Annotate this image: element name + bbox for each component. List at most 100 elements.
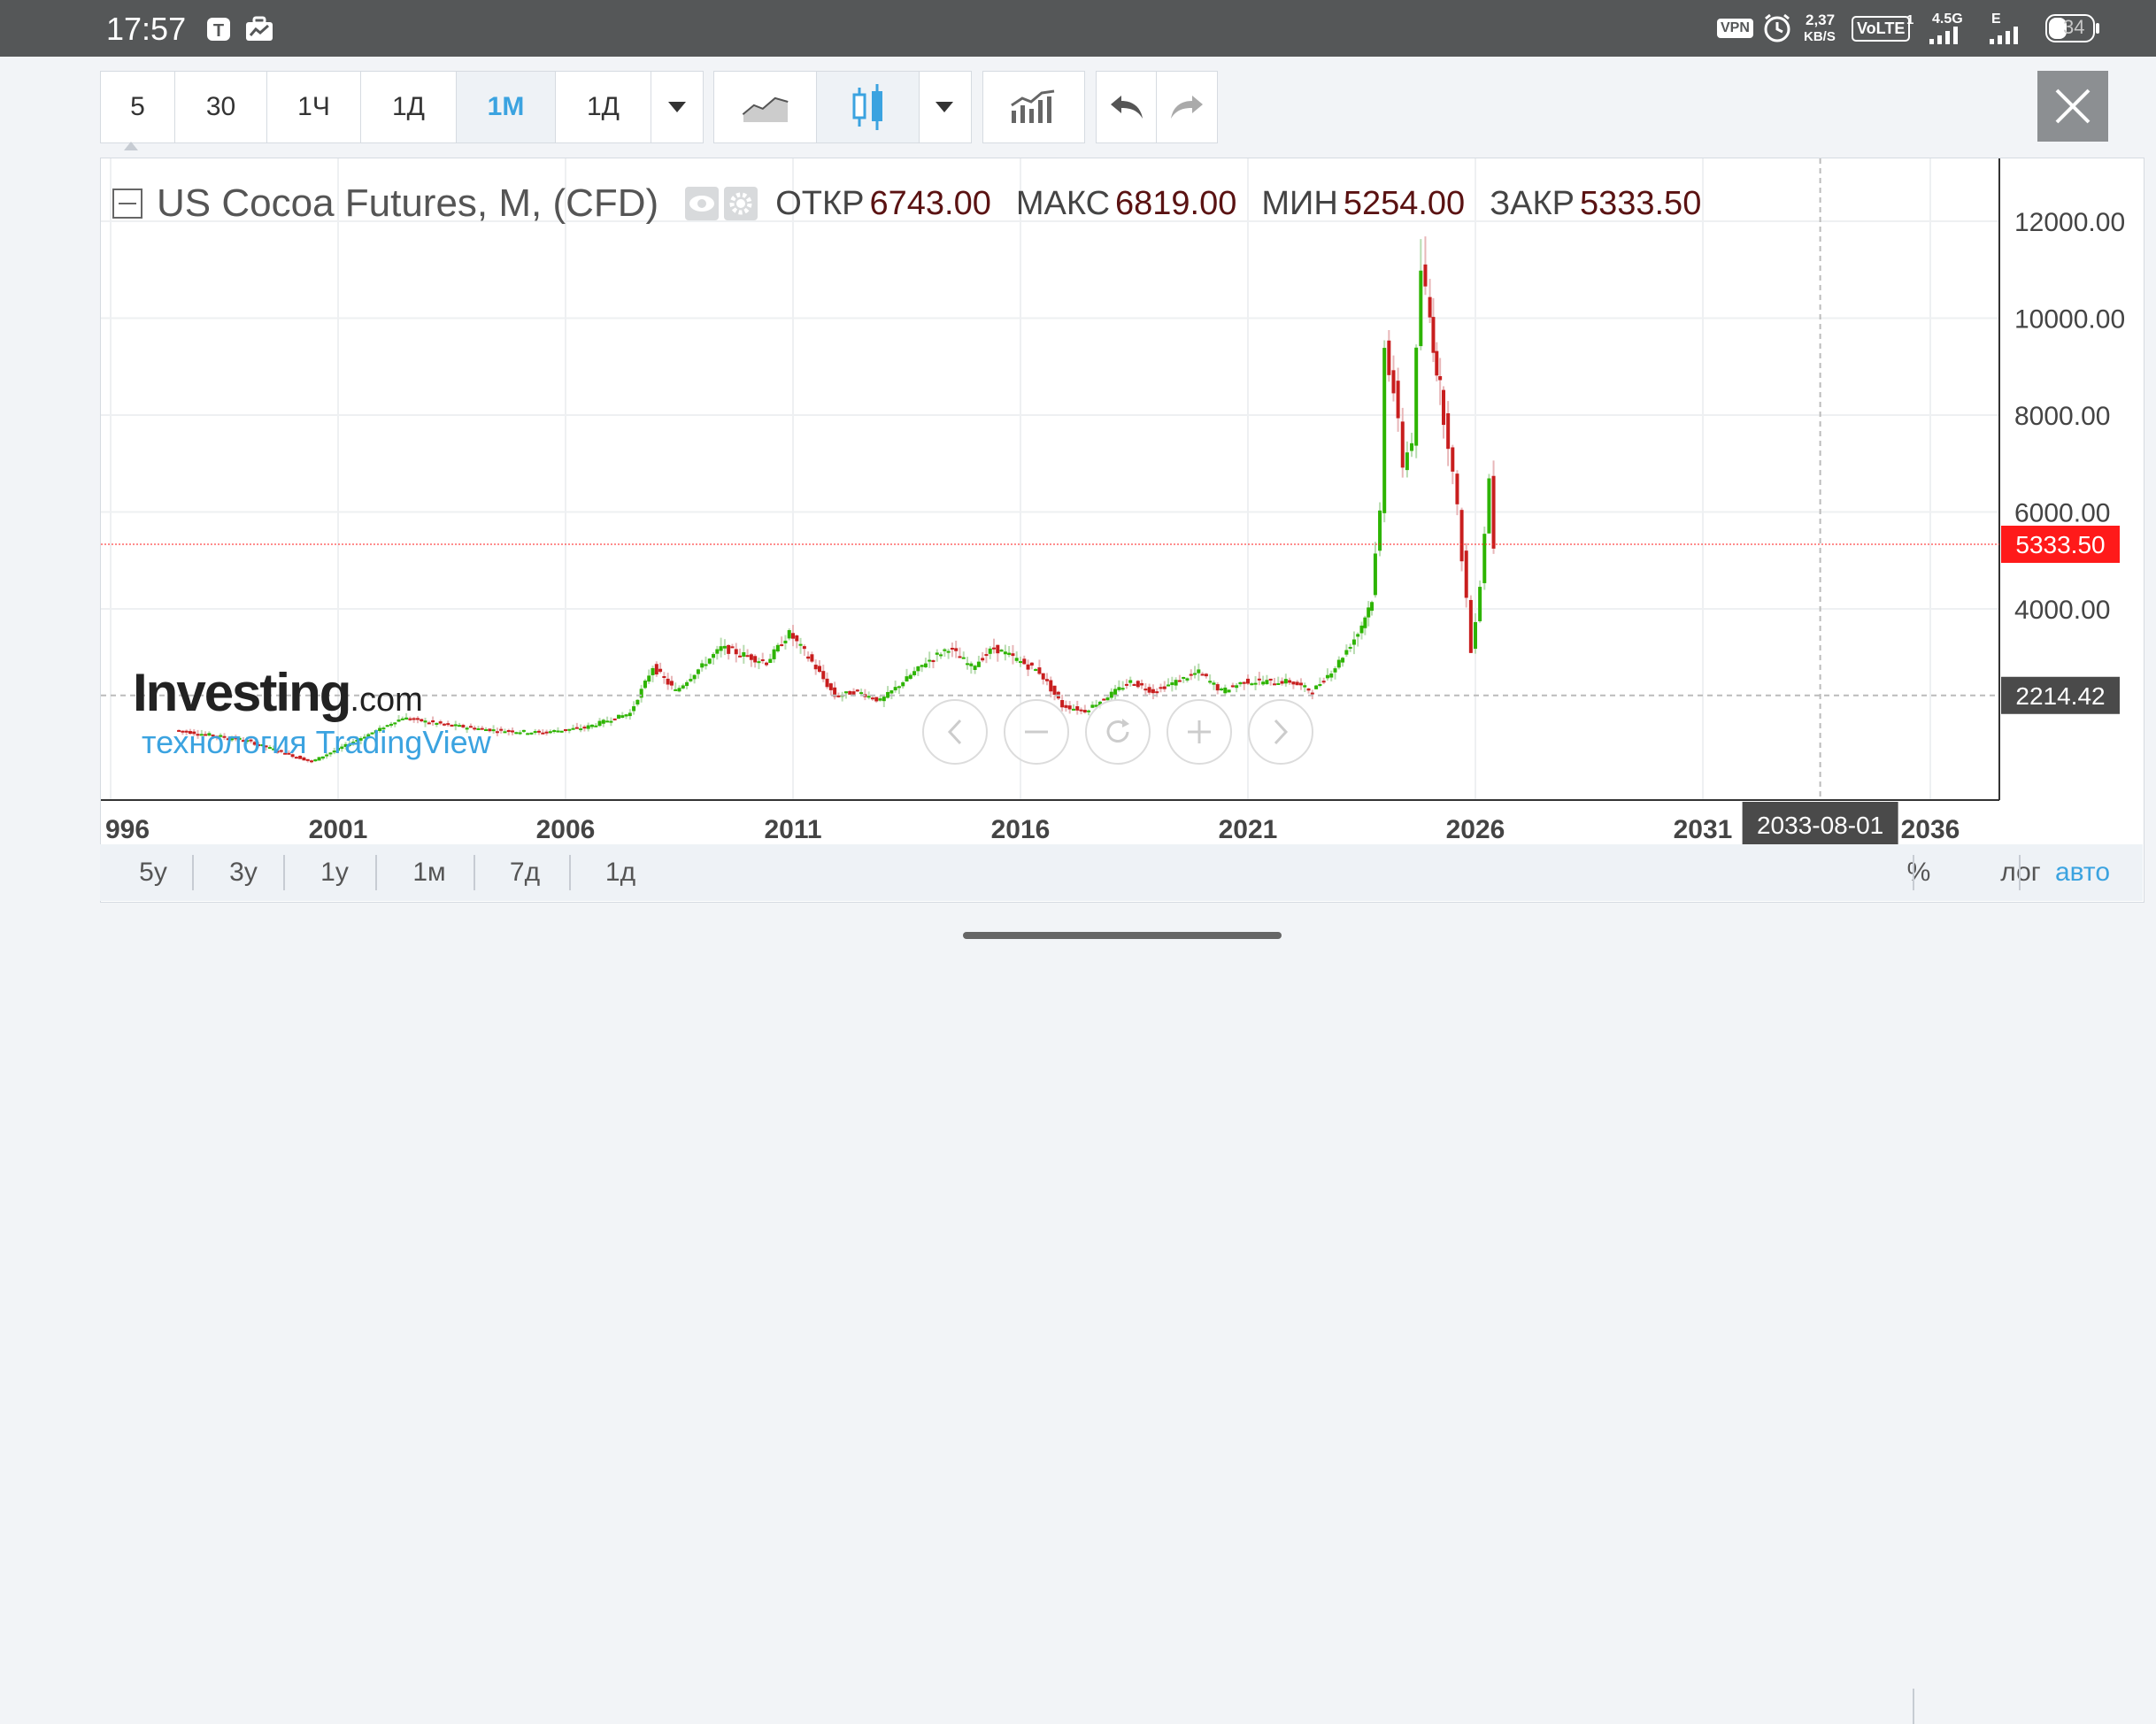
candle-body [715,649,720,654]
volte-badge: VoLTE [1852,16,1911,42]
candle-body [685,681,689,687]
candle-body [1359,625,1364,634]
candle-body [893,687,897,691]
candle-body [1189,673,1193,676]
interval-1d[interactable]: 1Д [361,72,457,142]
undo-button[interactable] [1097,72,1157,142]
interval-5[interactable]: 5 [101,72,175,142]
candle-body [1246,678,1250,684]
period-3y[interactable]: 3y [229,858,258,887]
period-1y[interactable]: 1y [320,858,349,887]
visibility-eye-icon[interactable] [685,187,720,220]
interval-1m[interactable]: 1М [457,72,556,142]
line-chart-button[interactable] [714,72,817,142]
candle-body [1185,678,1190,681]
candle-body [1344,650,1349,655]
period-1m[interactable]: 1м [412,858,446,887]
candle-body [833,687,837,697]
candle-body [230,738,235,741]
candle-body [1329,673,1334,678]
e-label: E [1991,12,2001,27]
interval-1h[interactable]: 1Ч [267,72,361,142]
period-bar: 5y 3y 1y 1м 7д 1д % лог авто [100,844,2143,1724]
period-1d[interactable]: 1д [604,858,636,887]
candle-body [1318,684,1322,687]
candle-body [1170,682,1174,686]
briefcase-chart-icon [244,16,274,44]
candle-chart-button[interactable] [817,72,920,142]
interval-dropdown[interactable] [651,72,703,142]
candle-body [791,633,795,639]
candle-body [586,725,590,729]
home-indicator[interactable] [963,932,1282,939]
candle-body [719,646,723,651]
collapse-legend-icon[interactable] [112,189,142,219]
candle-body [241,740,245,743]
candle-body [1451,447,1455,472]
zoom-out-button[interactable] [1004,699,1069,765]
scroll-right-button[interactable] [1248,699,1313,765]
candle-body [400,718,404,720]
candle-body [666,678,670,685]
period-5y[interactable]: 5y [139,858,167,887]
candle-body [328,752,333,755]
candle-body [1280,681,1284,684]
chevron-right-icon [1274,719,1289,745]
candle-body [905,676,909,682]
tradingview-credit[interactable]: технология TradingView [142,724,491,760]
candle-body [692,674,697,680]
candle-body [1182,676,1186,679]
candle-body [712,654,716,658]
candle-body [817,666,821,673]
redo-button[interactable] [1157,72,1217,142]
price-chart[interactable]: 996 2001 2006 2011 2016 2021 2026 2031 2036 4000.… [101,158,2144,902]
candle-body [589,724,594,727]
candle-body [1370,602,1374,612]
candle-body [923,663,928,667]
candle-body [294,757,298,759]
candle-body [1177,680,1182,682]
log-scale-toggle[interactable]: лог [2000,858,2041,887]
candle-body [988,648,992,654]
chart-type-dropdown[interactable] [920,72,969,142]
candle-body [1037,667,1042,674]
candle-body [943,649,947,651]
candle-body [802,646,806,650]
candle-body [992,647,997,650]
candle-body [275,750,280,753]
candle-body [730,646,735,649]
candle-body [1215,684,1220,691]
low-label: МИН [1261,184,1338,222]
settings-gear-icon[interactable] [724,187,758,220]
scroll-left-button[interactable] [922,699,988,765]
candle-body [1167,684,1171,687]
candle-body [772,649,776,659]
candle-body [996,644,1000,654]
candle-body [1423,264,1428,287]
candle-body [950,647,954,650]
candle-body [1442,389,1446,426]
candle-body [836,695,841,697]
candle-body [249,739,253,742]
candle-body [442,723,446,726]
candle-body [347,743,351,746]
candle-body [541,732,545,735]
period-7d[interactable]: 7д [509,858,541,887]
candle-body [1162,686,1167,689]
close-button[interactable] [2037,71,2108,142]
candle-body [696,669,700,674]
candle-body [226,738,230,741]
interval-30[interactable]: 30 [175,72,267,142]
candle-body [1391,370,1396,394]
candle-body [1464,550,1468,598]
auto-scale-toggle[interactable]: авто [2054,858,2111,887]
reset-zoom-button[interactable] [1085,699,1151,765]
zoom-in-button[interactable] [1167,699,1232,765]
x-tick-label: 2011 [764,815,821,844]
indicators-button[interactable] [983,72,1084,142]
candle-body [1487,478,1491,534]
percent-scale-toggle[interactable]: % [1906,858,1931,887]
candle-body [704,664,708,666]
candle-body [935,652,939,655]
interval-more[interactable]: 1Д [556,72,651,142]
